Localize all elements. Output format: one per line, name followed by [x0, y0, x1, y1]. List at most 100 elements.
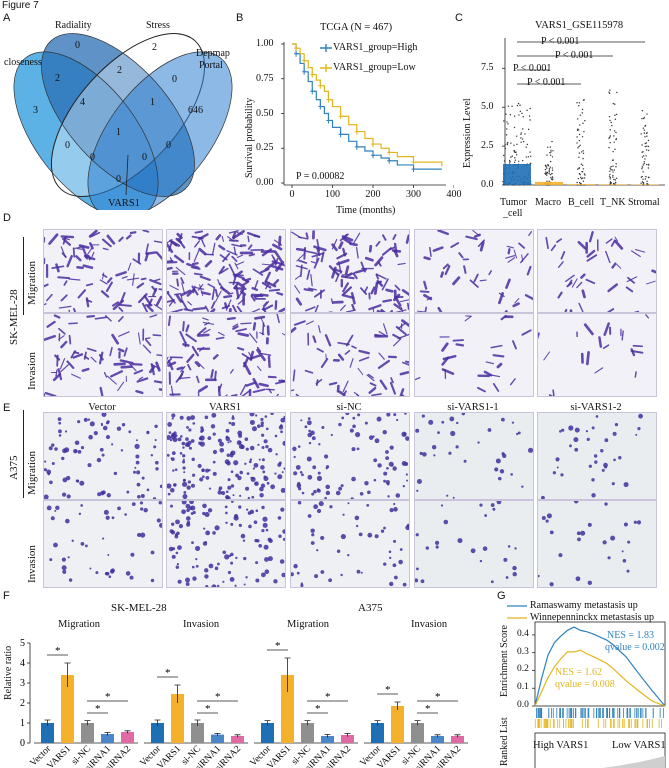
expression-dot — [549, 160, 552, 163]
expression-dot — [550, 151, 552, 153]
expression-dot — [551, 172, 553, 175]
expression-dot — [581, 151, 583, 153]
bar — [411, 723, 424, 743]
expression-dot — [546, 154, 548, 156]
invasion-image-si-vars1-1 — [414, 500, 534, 588]
panel-label-d: D — [3, 212, 11, 224]
expression-dot — [507, 141, 509, 144]
expression-plot — [502, 38, 665, 186]
expression-dot — [506, 121, 508, 123]
expression-dot — [642, 178, 644, 180]
error-bar — [284, 657, 291, 692]
expression-dot — [610, 182, 613, 184]
expression-dot — [520, 133, 522, 136]
expression-dot — [582, 180, 585, 182]
expression-bar — [503, 164, 531, 185]
gsea-legend-2: Winnepenninckx metastasis up — [530, 612, 655, 623]
expression-dot — [549, 154, 552, 156]
survival-plot — [281, 42, 454, 188]
expression-dot — [641, 117, 643, 120]
expression-dot — [513, 144, 515, 147]
error-bar — [344, 733, 351, 737]
expression-dot — [548, 169, 550, 171]
expression-dot — [507, 123, 509, 125]
expression-dot — [522, 115, 524, 118]
y-tick-label: 1.00 — [256, 38, 274, 49]
migration-image-si-nc — [290, 412, 410, 500]
error-bar — [304, 720, 311, 726]
column-header: VARS1 — [209, 402, 241, 413]
significance-star: * — [385, 684, 391, 696]
expression-dot — [644, 136, 646, 138]
bar — [321, 736, 334, 743]
significance-star: * — [95, 703, 101, 715]
expression-dot — [583, 173, 586, 175]
expression-dot — [515, 151, 517, 153]
expression-dot — [648, 163, 650, 166]
invasion-image-vector — [43, 313, 163, 397]
expression-dot — [550, 178, 553, 180]
expression-dot — [521, 159, 524, 162]
bar — [81, 723, 94, 743]
expression-dot — [511, 105, 513, 107]
expression-dot — [614, 148, 616, 151]
expr-cat-label: Stromal — [628, 197, 660, 208]
significance-star: * — [275, 640, 281, 652]
ranked-list-box — [534, 732, 666, 768]
expression-dot — [615, 166, 617, 168]
expression-dot — [549, 166, 551, 168]
error-bar — [214, 733, 221, 736]
expression-dot — [643, 117, 645, 120]
panel-label-c: C — [455, 12, 463, 24]
censor-mark — [302, 68, 307, 75]
column-header: Vector — [88, 402, 116, 413]
expression-dot — [616, 91, 618, 94]
expression-dot — [577, 168, 579, 170]
venn-outline-1 — [13, 51, 159, 210]
y-tick-label: 0.75 — [256, 72, 274, 84]
expression-dot — [615, 177, 618, 179]
expression-dot — [550, 149, 552, 151]
expression-dot — [643, 132, 646, 134]
censor-mark — [318, 103, 323, 110]
bar — [61, 675, 74, 743]
bar — [41, 723, 54, 743]
expression-dot — [608, 146, 610, 149]
venn-count: 0 — [116, 174, 121, 185]
expression-dot — [608, 91, 610, 93]
venn-count: 2 — [152, 42, 157, 53]
bar-title-left: SK-MEL-28 — [111, 602, 167, 614]
expression-dot — [583, 177, 586, 179]
censor-mark — [310, 71, 315, 78]
expression-dot — [545, 165, 547, 168]
expression-dot — [547, 146, 549, 148]
survival-ylabel: Survival probability — [244, 97, 255, 178]
expression-dot — [580, 176, 582, 179]
expression-dot — [612, 174, 614, 177]
panel-label-g: G — [497, 590, 506, 602]
error-bar — [174, 684, 181, 703]
gsea-legend-1: Ramaswamy metastasis up — [530, 600, 638, 611]
row-label-invasion: Invasion — [26, 352, 38, 390]
censor-mark — [411, 166, 416, 173]
y-tick-label: 0.50 — [256, 107, 274, 119]
censor-mark — [387, 157, 392, 164]
expression-dot — [609, 182, 612, 184]
expression-dot — [642, 171, 644, 173]
expression-dot — [578, 133, 581, 136]
expression-dot — [504, 147, 507, 150]
expression-dot — [647, 167, 650, 169]
bar — [231, 736, 244, 743]
expression-dot — [582, 150, 584, 152]
significance-star: * — [425, 703, 431, 715]
expression-dot — [615, 131, 617, 134]
expression-dot — [578, 145, 580, 148]
expression-dot — [645, 175, 647, 178]
panel-label-f: F — [3, 590, 10, 602]
expression-dot — [611, 169, 613, 171]
venn-outline-3 — [87, 51, 233, 210]
venn-count: 4 — [80, 97, 85, 108]
expression-dot — [609, 178, 611, 180]
significance-star: * — [105, 691, 111, 703]
gsea-low-label: Low VARS1 — [612, 740, 666, 751]
